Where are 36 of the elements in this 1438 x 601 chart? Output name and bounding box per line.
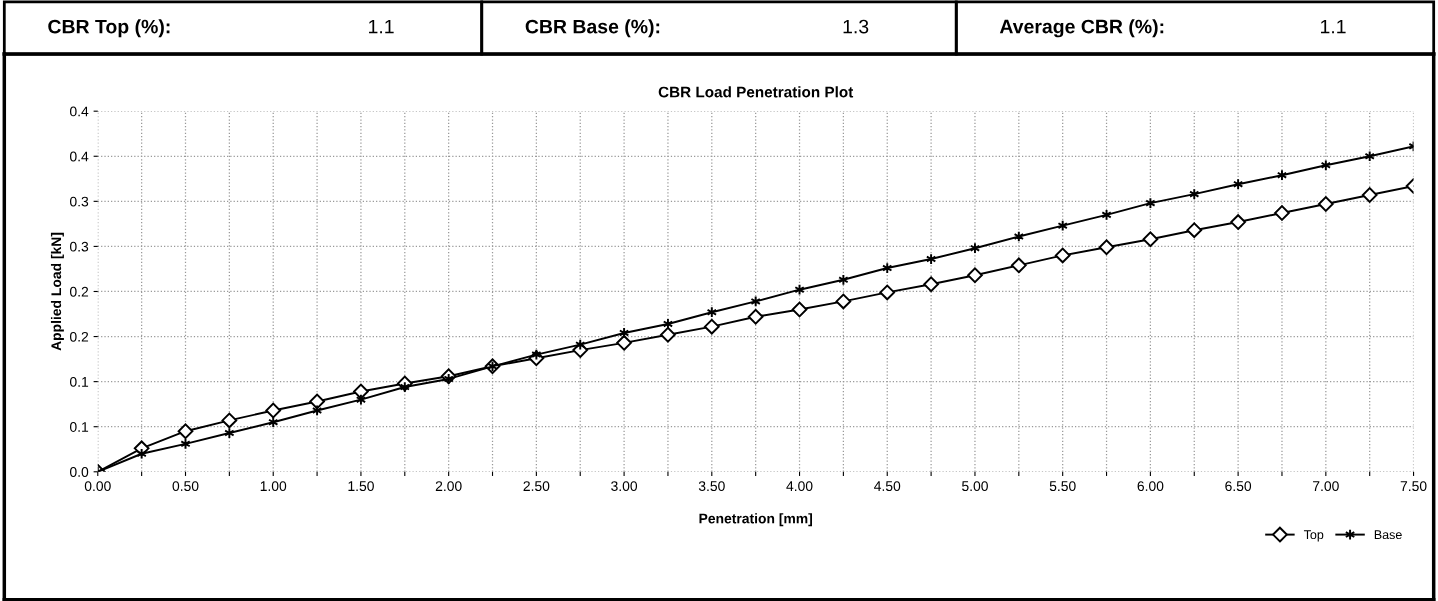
y-tick-label: 0.0 [69,467,89,477]
text: CBR Top (%): [48,19,170,38]
x-tick-label: 5.50 [1049,481,1076,492]
x-tick-label: 4.50 [874,481,901,492]
legend-label: Base [1374,530,1402,540]
x-tick-label: 1.00 [260,481,287,492]
legend-label: Top [1303,530,1324,542]
y-tick-label: 0.4 [69,151,89,162]
text: 1.1 [369,19,394,34]
x-tick-label: 6.50 [1225,481,1252,492]
y-tick-label: 0.3 [69,196,89,207]
x-tick-label: 4.00 [786,481,813,492]
x-tick-label: 5.00 [962,481,988,492]
text: 1.3 [843,19,869,34]
x-tick-label: 3.50 [698,481,725,492]
x-tick-label: 2.00 [435,481,462,492]
y-tick-label: 0.2 [69,286,89,297]
x-tick-label: 1.50 [348,481,374,492]
y-tick-label: 0.4 [69,106,89,117]
x-tick-label: 7.50 [1400,481,1427,492]
x-axis-title: Penetration [mm] [699,513,812,527]
x-tick-label: 7.00 [1313,481,1339,492]
x-tick-label: 3.00 [611,481,638,492]
x-tick-label: 0.50 [172,481,199,492]
text: 1.1 [1320,19,1346,34]
x-tick-label: 0.00 [84,481,111,492]
y-axis-title: Applied Load [kN] [50,232,64,351]
y-tick-label: 0.1 [69,376,89,387]
text: CBR Base (%): [525,19,660,38]
x-tick-label: 2.50 [523,481,550,492]
y-tick-label: 0.3 [69,241,89,252]
x-tick-label: 6.00 [1137,481,1164,492]
chart-title: CBR Load Penetration Plot [658,86,854,98]
y-tick-label: 0.1 [69,422,89,432]
y-tick-label: 0.2 [69,331,89,342]
text: Average CBR (%): [999,19,1164,38]
